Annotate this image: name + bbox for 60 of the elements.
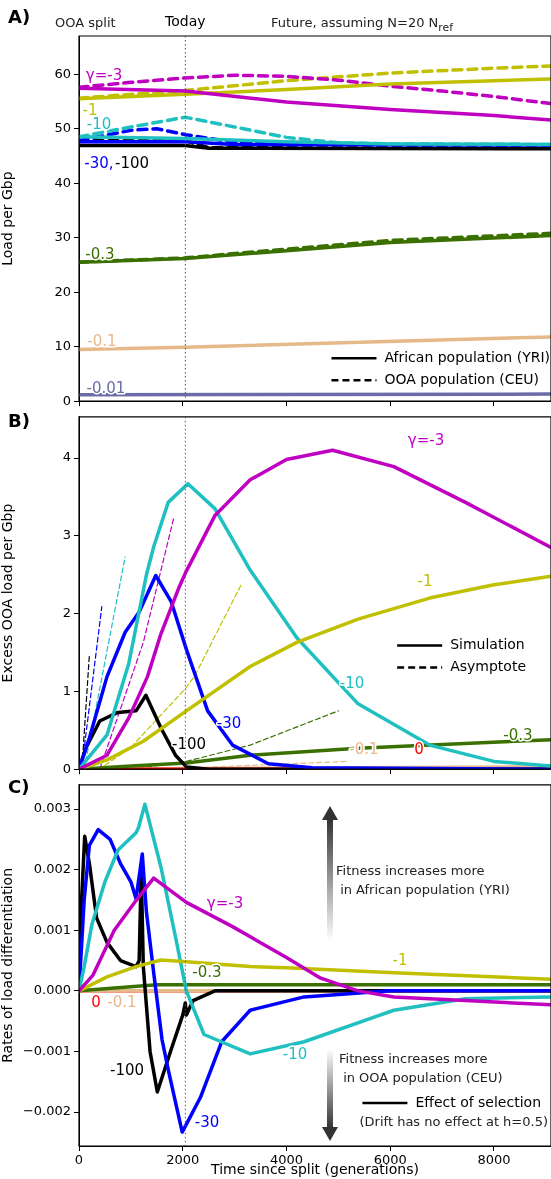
y-tick-label: 0.000 (33, 982, 71, 998)
series-label: -1 (392, 950, 408, 969)
legend-label: Asymptote (450, 658, 527, 675)
series-label: -0.1 (87, 331, 117, 350)
series-label: 0 (91, 992, 101, 1011)
series-label: -30 (194, 1112, 220, 1131)
y-tick-label: 0.001 (33, 921, 71, 937)
y-tick-label: 1 (62, 682, 71, 698)
y-tick-label: 0 (62, 392, 71, 408)
series-label: -0.1 (349, 739, 379, 758)
y-axis-title: Excess OOA load per Gbp (0, 503, 16, 683)
series-label: -1 (417, 571, 433, 590)
series-label: -100 (109, 1060, 145, 1079)
text: OOA split (55, 14, 116, 32)
series-label: -10 (86, 114, 112, 133)
legend-label: Effect of selection (415, 1093, 542, 1110)
y-axis-title: Rates of load differentiation (0, 867, 16, 1063)
y-tick-label: 20 (54, 283, 71, 299)
legend-label: African population (YRI) (384, 348, 551, 365)
y-tick-label: 0 (62, 760, 71, 776)
series-label: -10 (339, 673, 365, 692)
annotation: (Drift has no effect at h=0.5) (359, 1113, 548, 1131)
y-tick-label: 60 (54, 65, 71, 81)
text: Future, assuming N=20 N$_{ref}$ (271, 14, 454, 36)
x-tick-label: 8000 (477, 1152, 511, 1168)
y-axis-title: Load per Gbp (0, 171, 16, 266)
series-label: -0.3 (503, 725, 533, 744)
y-tick-label: 4 (62, 449, 71, 465)
series-label: γ=-3 (206, 893, 244, 912)
y-tick-label: 0.002 (33, 861, 71, 877)
series-label: γ=-3 (407, 430, 445, 449)
series-label: -10 (282, 1044, 308, 1063)
chart-title: C) (8, 776, 30, 797)
legend-label: Simulation (450, 636, 525, 653)
series-label: -30 (216, 713, 242, 732)
y-tick-label: 40 (54, 174, 71, 190)
series-label: -0.3 (85, 244, 115, 263)
chart-title: A) (8, 6, 31, 27)
series-label: -100 (171, 734, 207, 753)
annotation: Fitness increases more in African population (YRI) (336, 862, 510, 899)
ref-line-label: Today (164, 12, 206, 29)
y-tick-label: 50 (54, 120, 71, 136)
y-tick-label: 10 (54, 338, 71, 354)
series-label: γ=-3 (85, 65, 123, 84)
y-tick-label: −0.001 (22, 1042, 71, 1058)
series-label: -0.01 (86, 378, 126, 397)
legend-label: OOA population (CEU) (384, 370, 540, 387)
y-tick-label: −0.002 (22, 1103, 71, 1119)
x-tick-label: 2000 (166, 1152, 200, 1168)
x-tick-label: 0 (74, 1152, 84, 1168)
series-label: -0.1 (107, 992, 137, 1011)
y-tick-label: 0.003 (33, 800, 71, 816)
series-label: -100 (114, 153, 150, 172)
series-label: -0.3 (192, 962, 222, 981)
chart-title: B) (8, 410, 30, 431)
y-tick-label: 30 (54, 229, 71, 245)
annotation: Fitness increases more in OOA population (CEU) (339, 1050, 503, 1087)
y-tick-label: 2 (62, 604, 71, 620)
series-label: -30, (84, 153, 114, 172)
y-tick-label: 3 (62, 527, 71, 543)
